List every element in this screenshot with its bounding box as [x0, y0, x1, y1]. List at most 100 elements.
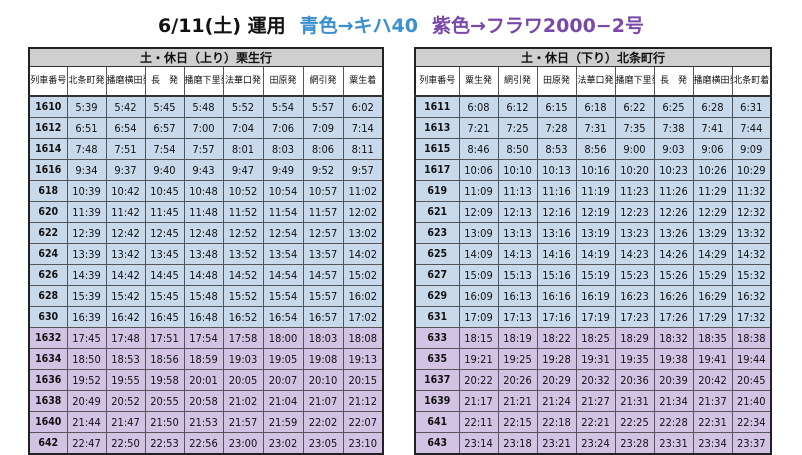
- time-cell: 18:19: [497, 327, 538, 349]
- time-cell: 15:02: [342, 264, 384, 286]
- time-cell: 9:47: [222, 159, 264, 181]
- time-cell: 8:01: [222, 138, 264, 160]
- time-cell: 19:38: [653, 348, 694, 370]
- time-cell: 15:57: [302, 285, 344, 307]
- time-cell: 15:19: [575, 264, 616, 286]
- time-cell: 13:23: [614, 222, 655, 244]
- time-cell: 16:48: [183, 306, 224, 328]
- time-cell: 8:06: [302, 138, 344, 160]
- time-cell: 22:11: [458, 411, 499, 433]
- column-header: 法華口発: [222, 66, 264, 97]
- time-cell: 13:26: [653, 222, 694, 244]
- time-cell: 10:06: [458, 159, 499, 181]
- table-row: 1612 6:51 6:54 6:57 7:00 7:04 7:06 7:09 7:14: [28, 117, 384, 139]
- time-cell: 14:42: [105, 264, 146, 286]
- time-cell: 15:29: [692, 264, 733, 286]
- page-title: 6/11(土) 運用 青色→キハ40 紫色→フラワ2000−2号: [0, 14, 802, 38]
- time-cell: 17:09: [458, 306, 499, 328]
- timetable-up-heading: 土・休日（上り）栗生行: [28, 47, 384, 67]
- column-header: 田原発: [536, 66, 577, 97]
- time-cell: 7:54: [144, 138, 185, 160]
- train-number: 1639: [414, 390, 460, 412]
- column-header: 列車番号: [414, 66, 460, 97]
- time-cell: 13:16: [536, 222, 577, 244]
- time-cell: 17:32: [731, 306, 772, 328]
- table-row: 631 17:09 17:13 17:16 17:19 17:23 17:26 17:29 17…: [414, 306, 772, 328]
- time-cell: 17:19: [575, 306, 616, 328]
- time-cell: 14:19: [575, 243, 616, 265]
- time-cell: 22:56: [183, 432, 224, 455]
- table-row: 1615 8:46 8:50 8:53 8:56 9:00 9:03 9:06 9:09: [414, 138, 772, 160]
- table-row: 1614 7:48 7:51 7:54 7:57 8:01 8:03 8:06 8:11: [28, 138, 384, 160]
- column-header: 粟生発: [458, 66, 499, 97]
- title-purple-legend: 紫色→フラワ2000−2号: [432, 15, 644, 37]
- time-cell: 10:29: [731, 159, 772, 181]
- time-cell: 13:57: [302, 243, 344, 265]
- time-cell: 14:02: [342, 243, 384, 265]
- table-row: 1616 9:34 9:37 9:40 9:43 9:47 9:49 9:52 9:57: [28, 159, 384, 181]
- train-number: 623: [414, 222, 460, 244]
- time-cell: 12:09: [458, 201, 499, 223]
- table-row: 624 13:39 13:42 13:45 13:48 13:52 13:54 13:57 14…: [28, 243, 384, 265]
- time-cell: 9:06: [692, 138, 733, 160]
- time-cell: 17:29: [692, 306, 733, 328]
- time-cell: 16:19: [575, 285, 616, 307]
- time-cell: 10:54: [262, 180, 304, 202]
- table-row: 1611 6:08 6:12 6:15 6:18 6:22 6:25 6:28 6:31: [414, 95, 772, 118]
- time-cell: 17:23: [614, 306, 655, 328]
- time-cell: 18:03: [302, 327, 344, 349]
- time-cell: 17:48: [105, 327, 146, 349]
- time-cell: 11:32: [731, 180, 772, 202]
- time-cell: 15:39: [66, 285, 107, 307]
- time-cell: 22:34: [731, 411, 772, 433]
- time-cell: 20:15: [342, 369, 384, 391]
- time-cell: 11:02: [342, 180, 384, 202]
- column-header: 播磨横田発: [105, 66, 146, 97]
- time-cell: 20:26: [497, 369, 538, 391]
- table-row: 622 12:39 12:42 12:45 12:48 12:52 12:54 12:57 13…: [28, 222, 384, 244]
- table-row: 628 15:39 15:42 15:45 15:48 15:52 15:54 15:57 16…: [28, 285, 384, 307]
- time-cell: 23:37: [731, 432, 772, 455]
- time-cell: 11:45: [144, 201, 185, 223]
- time-cell: 17:26: [653, 306, 694, 328]
- train-number: 629: [414, 285, 460, 307]
- time-cell: 16:09: [458, 285, 499, 307]
- time-cell: 5:54: [262, 95, 304, 118]
- time-cell: 23:31: [653, 432, 694, 455]
- time-cell: 15:32: [731, 264, 772, 286]
- time-cell: 11:42: [105, 201, 146, 223]
- time-cell: 19:31: [575, 348, 616, 370]
- time-cell: 5:39: [66, 95, 107, 118]
- train-number: 618: [28, 180, 68, 202]
- time-cell: 9:49: [262, 159, 304, 181]
- time-cell: 11:23: [614, 180, 655, 202]
- column-header: 播磨横田発: [692, 66, 733, 97]
- time-cell: 11:52: [222, 201, 264, 223]
- train-number: 627: [414, 264, 460, 286]
- time-cell: 23:10: [342, 432, 384, 455]
- time-cell: 20:10: [302, 369, 344, 391]
- time-cell: 19:35: [614, 348, 655, 370]
- table-row: 623 13:09 13:13 13:16 13:19 13:23 13:26 13:29 13…: [414, 222, 772, 244]
- time-cell: 11:57: [302, 201, 344, 223]
- time-cell: 16:39: [66, 306, 107, 328]
- table-row: 630 16:39 16:42 16:45 16:48 16:52 16:54 16:57 17…: [28, 306, 384, 328]
- time-cell: 15:26: [653, 264, 694, 286]
- table-row: 635 19:21 19:25 19:28 19:31 19:35 19:38 19:41 19…: [414, 348, 772, 370]
- train-number: 1632: [28, 327, 68, 349]
- time-cell: 15:42: [105, 285, 146, 307]
- time-cell: 16:42: [105, 306, 146, 328]
- table-row: 1640 21:44 21:47 21:50 21:53 21:57 21:59 22:02 2…: [28, 411, 384, 433]
- time-cell: 13:54: [262, 243, 304, 265]
- timetable-up-body: 1610 5:39 5:42 5:45 5:48 5:52 5:54 5:57 6:02 1612…: [28, 95, 384, 455]
- time-cell: 16:29: [692, 285, 733, 307]
- table-row: 1636 19:52 19:55 19:58 20:01 20:05 20:07 20:10 2…: [28, 369, 384, 391]
- time-cell: 20:01: [183, 369, 224, 391]
- time-cell: 23:02: [262, 432, 304, 455]
- time-cell: 14:23: [614, 243, 655, 265]
- train-number: 1617: [414, 159, 460, 181]
- time-cell: 17:51: [144, 327, 185, 349]
- time-cell: 7:48: [66, 138, 107, 160]
- column-header: 長 発: [653, 66, 694, 97]
- time-cell: 12:42: [105, 222, 146, 244]
